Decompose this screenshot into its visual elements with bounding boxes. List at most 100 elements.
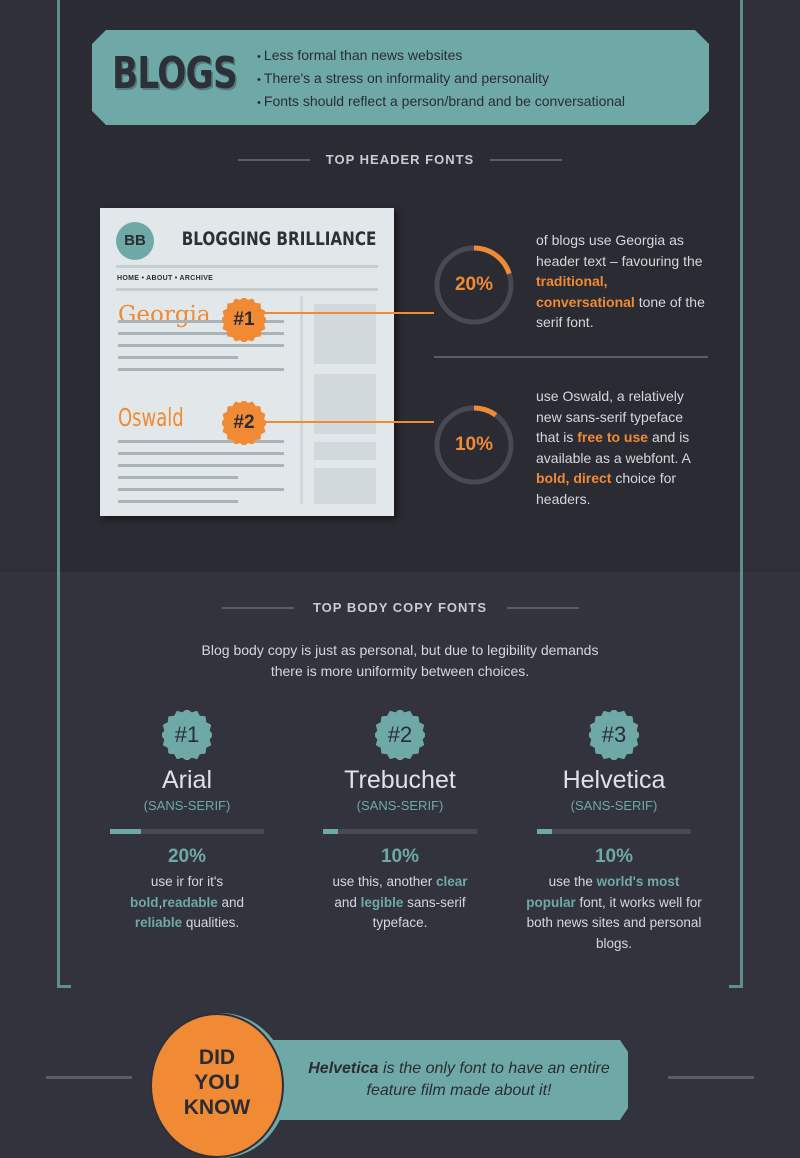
usage-bar	[537, 829, 691, 834]
desc-text: and is available as a webfont. A	[536, 429, 691, 466]
georgia-percent: 20%	[454, 274, 494, 295]
usage-bar	[110, 829, 264, 834]
oswald-description: use Oswald, a relatively new sans-serif …	[536, 386, 708, 509]
highlight: reliable	[134, 915, 183, 930]
body-fonts-heading: TOP BODY COPY FONTS	[312, 600, 488, 615]
mockup-rule	[116, 288, 378, 291]
mockup-text-line	[118, 452, 284, 455]
oswald-donut	[434, 405, 514, 485]
mockup-text-line	[118, 500, 238, 503]
usage-bar-fill	[323, 829, 339, 834]
rank-badge: #1	[162, 710, 212, 760]
rank-label: #3	[601, 722, 627, 747]
mockup-sidebar-block	[314, 468, 376, 504]
badge-word: DID	[198, 1046, 236, 1069]
divider	[490, 159, 562, 161]
body-font-arial: #1 Arial (SANS-SERIF) 20% use ir for it'…	[87, 710, 287, 934]
font-name: Arial	[161, 766, 212, 794]
rank-label: #1	[174, 722, 200, 747]
highlight: clear	[436, 874, 468, 889]
body-fonts-intro: Blog body copy is just as personal, but …	[201, 642, 599, 679]
text: use ir for it's	[150, 874, 224, 889]
rank-label: #2	[387, 722, 413, 747]
mockup-text-line	[118, 332, 284, 335]
mockup-font-oswald: Oswald	[118, 403, 184, 432]
connector-line	[262, 312, 434, 314]
font-description: use ir for it's bold,readable and reliab…	[87, 872, 287, 934]
desc-text: use Oswald, a relatively new sans-serif …	[536, 388, 684, 445]
divider	[668, 1076, 754, 1079]
mockup-text-line	[118, 344, 284, 347]
georgia-description: of blogs use Georgia as header text – fa…	[536, 230, 706, 333]
did-you-know-banner: Helvetica is the only font to have an en…	[270, 1040, 628, 1120]
mockup-rule	[116, 265, 378, 268]
georgia-donut	[434, 245, 514, 325]
blogs-point: Fonts should reflect a person/brand and …	[257, 91, 625, 114]
highlight: world's most popular	[526, 874, 680, 910]
text: sans-serif typeface.	[372, 894, 466, 931]
divider	[238, 159, 310, 161]
divider	[46, 1076, 132, 1079]
frame-line-left	[57, 0, 60, 988]
desc-text: tone of the serif font.	[536, 293, 705, 331]
mockup-sidebar-block	[314, 374, 376, 434]
usage-bar-fill	[110, 829, 141, 834]
desc-text: of blogs use Georgia as header text – fa…	[536, 232, 703, 269]
mockup-column-divider	[300, 296, 303, 504]
usage-percent: 20%	[167, 846, 207, 867]
blogs-title: BLOGS	[112, 48, 237, 99]
text: use this, another	[332, 874, 437, 889]
font-type: (SANS-SERIF)	[570, 798, 658, 813]
blogs-points: Less formal than news websites There's a…	[257, 45, 625, 114]
mockup-text-line	[118, 356, 238, 359]
text: and	[217, 894, 245, 910]
font-description: use this, another clear and legible sans…	[300, 872, 500, 934]
header-fonts-heading: TOP HEADER FONTS	[325, 152, 475, 167]
font-type: (SANS-SERIF)	[356, 798, 444, 813]
mockup-text-line	[118, 464, 284, 467]
body-font-helvetica: #3 Helvetica (SANS-SERIF) 10% use the wo…	[514, 710, 714, 954]
font-type: (SANS-SERIF)	[143, 798, 231, 813]
text: qualities.	[182, 915, 240, 930]
blogs-point: There's a stress on informality and pers…	[257, 68, 625, 91]
mockup-site-title: BLOGGING BRILLIANCE	[181, 228, 376, 250]
blogs-point: Less formal than news websites	[257, 45, 625, 68]
desc-highlight: traditional, conversational	[536, 273, 635, 310]
text: font, it works well for both news sites …	[526, 894, 702, 951]
font-description: use the world's most popular font, it wo…	[514, 872, 714, 954]
badge-word: YOU	[194, 1071, 240, 1094]
usage-percent: 10%	[594, 846, 634, 867]
mockup-text-line	[118, 440, 284, 443]
frame-hook-right	[729, 985, 743, 988]
usage-percent: 10%	[380, 846, 420, 867]
font-name: Trebuchet	[344, 766, 456, 794]
did-you-know-badge: DID YOU KNOW	[150, 1013, 284, 1158]
divider	[222, 607, 294, 609]
rank-badge: #3	[589, 710, 639, 760]
badge-word: KNOW	[183, 1096, 251, 1119]
text: use the	[548, 874, 597, 889]
blog-mockup: BB BLOGGING BRILLIANCE HOME • ABOUT • AR…	[100, 208, 394, 516]
blogs-banner: BLOGS Less formal than news websites The…	[92, 30, 709, 125]
donut-fill	[434, 405, 514, 485]
desc-highlight: bold, direct	[536, 470, 612, 486]
highlight: readable	[162, 894, 218, 910]
mockup-logo: BB	[116, 222, 154, 260]
connector-line	[262, 421, 434, 423]
did-you-know-body: is the only font to have an entire featu…	[366, 1060, 610, 1099]
desc-highlight: free to use	[577, 429, 649, 445]
divider	[507, 607, 579, 609]
rank-badge: #2	[375, 710, 425, 760]
highlight: bold	[129, 894, 159, 910]
mockup-text-line	[118, 320, 284, 323]
mockup-sidebar-block	[314, 304, 376, 364]
mockup-font-georgia: Georgia	[118, 302, 211, 328]
mockup-text-line	[118, 488, 284, 491]
highlight: legible	[360, 894, 404, 910]
text: and	[334, 894, 361, 910]
desc-text: choice for headers.	[536, 470, 677, 507]
divider	[434, 356, 708, 358]
text: ,	[158, 894, 163, 910]
mockup-text-line	[118, 476, 238, 479]
frame-hook-left	[57, 985, 71, 988]
